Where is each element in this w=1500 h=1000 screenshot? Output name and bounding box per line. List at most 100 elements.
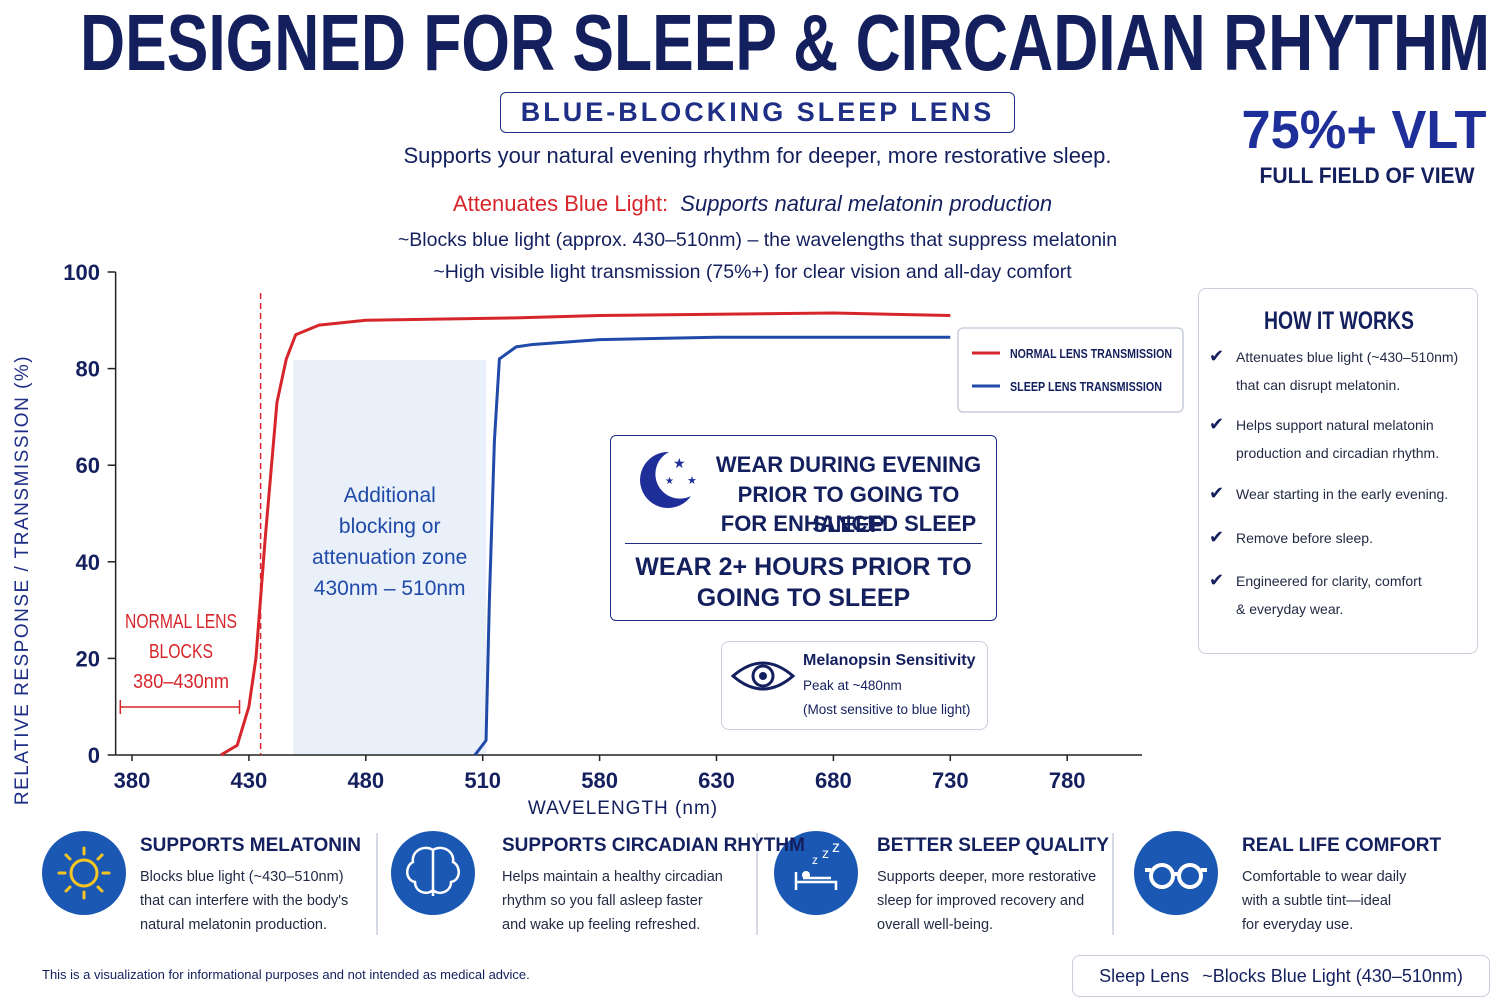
check: ✔ xyxy=(1209,527,1225,547)
melanopsin-card: Melanopsin Sensitivity Peak at ~480nm (M… xyxy=(721,641,988,730)
how-item: Remove before sleep. xyxy=(1236,530,1373,546)
moon-icon: ★★★ xyxy=(640,451,697,508)
x-axis-label: WAVELENGTH (nm) xyxy=(528,798,718,819)
how-item: that can disrupt melatonin. xyxy=(1236,377,1401,393)
subtitle: Supports your natural evening rhythm for… xyxy=(403,143,1112,168)
card-tip: GOING TO SLEEP xyxy=(696,584,911,612)
blocks-label: 380–430nm xyxy=(133,671,229,693)
blocks-bracket xyxy=(119,700,241,714)
series-line xyxy=(473,335,951,756)
feature-text: that can interfere with the body's xyxy=(140,893,349,909)
lead: Attenuates Blue Light: Supports natural … xyxy=(200,191,1305,217)
zone-label: Additional xyxy=(344,484,436,507)
bullet: ~Blocks blue light (approx. 430–510nm) –… xyxy=(397,229,1118,251)
how-item: Helps support natural melatonin xyxy=(1236,417,1434,433)
svg-text:z: z xyxy=(822,845,829,861)
check: ✔ xyxy=(1209,346,1225,366)
y-tick-label: 100 xyxy=(63,260,100,285)
badge: BLUE-BLOCKING SLEEP LENS xyxy=(500,92,1015,133)
feature-text: with a subtle tint—ideal xyxy=(1242,893,1392,909)
x-tick-label: 480 xyxy=(347,768,384,793)
y-tick-label: 40 xyxy=(76,550,100,575)
melanopsin-note: (Most sensitive to blue light) xyxy=(803,702,971,717)
blocks-label: BLOCKS xyxy=(149,641,213,663)
series-line xyxy=(220,311,951,757)
feature-title: BETTER SLEEP QUALITY xyxy=(877,835,1109,856)
x-tick-label: 680 xyxy=(815,768,852,793)
legend-label: SLEEP LENS TRANSMISSION xyxy=(1010,379,1162,394)
how-item: Wear starting in the early evening. xyxy=(1236,486,1449,502)
x-tick-label: 580 xyxy=(581,768,618,793)
card-divider xyxy=(625,543,982,544)
feature-text: sleep for improved recovery and xyxy=(877,893,1085,909)
disclaimer: This is a visualization for informationa… xyxy=(42,967,530,982)
y-axis-label: RELATIVE RESPONSE / TRANSMISSION (%) xyxy=(12,355,33,805)
lead-text: Supports natural melatonin production xyxy=(680,191,1053,216)
footer-tag-label: Sleep Lens xyxy=(1099,966,1190,986)
how-item: production and circadian rhythm. xyxy=(1236,445,1440,461)
svg-text:z: z xyxy=(832,839,840,856)
feature-title: REAL LIFE COMFORT xyxy=(1242,835,1442,856)
svg-text:z: z xyxy=(812,853,818,867)
eye-icon xyxy=(730,661,796,691)
how-it-works: HOW IT WORKS ✔ Attenuates blue light (~43… xyxy=(1198,288,1478,654)
how-item: Attenuates blue light (~430–510nm) xyxy=(1236,349,1459,365)
y-tick-label: 20 xyxy=(76,646,100,671)
x-tick-label: 380 xyxy=(114,768,151,793)
y-tick-label: 60 xyxy=(76,453,100,478)
feature-text: Blocks blue light (~430–510nm) xyxy=(140,869,344,885)
feature-text: overall well-being. xyxy=(877,917,994,933)
svg-text:★: ★ xyxy=(673,455,686,471)
how-title: HOW IT WORKS xyxy=(1264,307,1414,335)
page-title: DESIGNED FOR SLEEP & CIRCADIAN RHYTHM xyxy=(80,0,1490,87)
feature-text: Supports deeper, more restorative xyxy=(877,869,1097,885)
card-line: PRIOR TO GOING TO SLEEP xyxy=(737,482,960,537)
how-title-box: HOW IT WORKS xyxy=(1264,307,1414,335)
feature-text: Comfortable to wear daily xyxy=(1242,869,1407,885)
badge-text: BLUE-BLOCKING SLEEP LENS xyxy=(520,97,995,127)
check: ✔ xyxy=(1209,570,1225,590)
footer-tag-text: Sleep Lens ~Blocks Blue Light (430–510nm… xyxy=(1073,966,1489,987)
evening-card: ★ ★ ★ WEAR DURING EVENING PRIOR TO GOING T… xyxy=(610,435,997,621)
melanopsin-title: Melanopsin Sensitivity xyxy=(803,652,976,669)
feature-text: natural melatonin production. xyxy=(140,917,328,933)
feature-text: for everyday use. xyxy=(1242,917,1354,933)
card-line: WEAR DURING EVENING xyxy=(715,452,982,477)
how-item: & everyday wear. xyxy=(1236,601,1344,617)
y-tick-label: 80 xyxy=(76,357,100,382)
how-item: Engineered for clarity, comfort xyxy=(1236,573,1422,589)
vlt-caption: FULL FIELD OF VIEW xyxy=(1260,163,1475,188)
legend-label: NORMAL LENS TRANSMISSION xyxy=(1010,346,1172,361)
feature-dividers xyxy=(376,833,1114,935)
lead-label: Attenuates Blue Light: xyxy=(452,191,669,216)
melanopsin-peak: Peak at ~480nm xyxy=(803,678,902,693)
card-tip: WEAR 2+ HOURS PRIOR TO xyxy=(635,553,972,581)
x-tick-label: 510 xyxy=(464,768,501,793)
feature-text: Helps maintain a healthy circadian xyxy=(502,869,723,885)
zone-label: 430nm – 510nm xyxy=(314,577,466,600)
zone-label: attenuation zone xyxy=(312,546,467,569)
vlt-value: 75%+ VLT xyxy=(1242,100,1487,160)
feature-title: SUPPORTS CIRCADIAN RHYTHM xyxy=(502,835,805,856)
x-tick-label: 630 xyxy=(698,768,735,793)
footer-tag: Sleep Lens ~Blocks Blue Light (430–510nm… xyxy=(1072,955,1490,997)
footer-tag-value: ~Blocks Blue Light (430–510nm) xyxy=(1202,966,1463,986)
bullet: ~High visible light transmission (75%+) … xyxy=(433,261,1072,283)
svg-text:★: ★ xyxy=(687,475,697,487)
x-tick-label: 780 xyxy=(1049,768,1086,793)
check: ✔ xyxy=(1209,414,1225,434)
card-line: FOR ENHANCED SLEEP xyxy=(720,511,977,536)
legend-box xyxy=(957,327,1184,413)
feature-text: rhythm so you fall asleep faster xyxy=(502,893,703,909)
y-tick-label: 0 xyxy=(88,743,100,768)
attenuation-zone xyxy=(293,360,487,755)
svg-text:★: ★ xyxy=(665,476,674,487)
zone-label: blocking or xyxy=(339,515,441,538)
x-tick-label: 430 xyxy=(231,768,268,793)
check: ✔ xyxy=(1209,483,1225,503)
feature-text: and wake up feeling refreshed. xyxy=(502,917,701,933)
blocks-label: NORMAL LENS xyxy=(125,611,237,633)
feature-title: SUPPORTS MELATONIN xyxy=(140,835,361,856)
